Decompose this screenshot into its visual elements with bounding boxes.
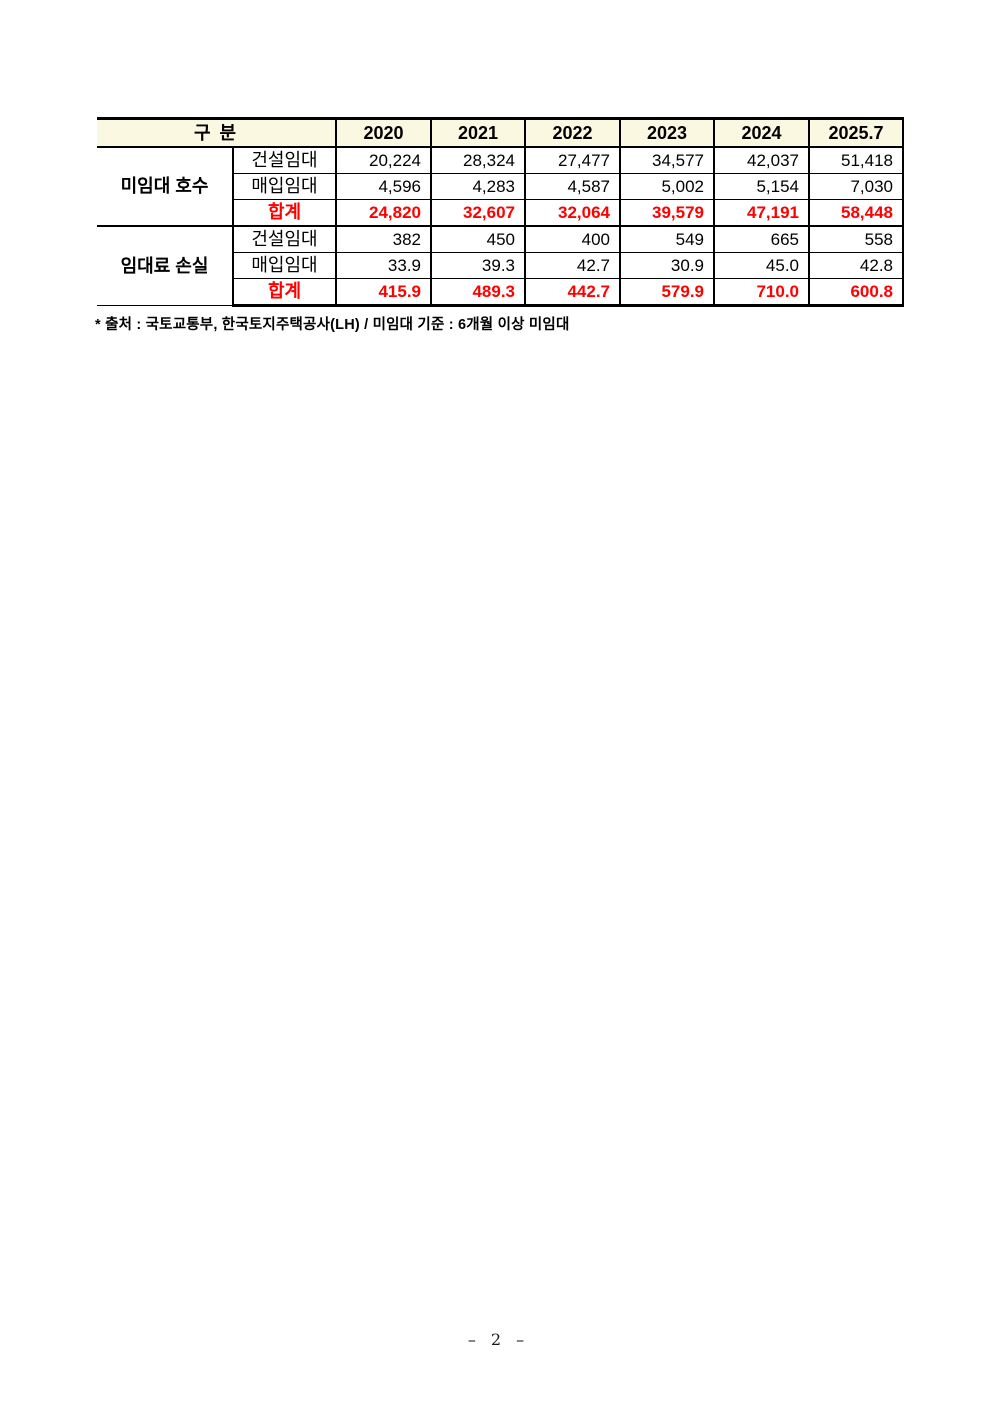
table-cell: 5,154 [713, 173, 810, 200]
table-cell: 400 [524, 225, 621, 253]
table-cell: 20,224 [335, 146, 432, 174]
table-cell: 665 [713, 225, 810, 253]
row-label: 매입임대 [232, 173, 337, 200]
table-cell: 450 [430, 225, 526, 253]
table-cell: 4,283 [430, 173, 526, 200]
table-cell: 32,607 [430, 199, 526, 227]
table-row: 매입임대 4,596 4,283 4,587 5,002 5,154 7,030 [97, 173, 904, 200]
table-cell: 549 [619, 225, 715, 253]
page-number: – 2 – [467, 1330, 525, 1349]
table-cell: 39,579 [619, 199, 715, 227]
column-header-2024: 2024 [713, 117, 810, 148]
table-cell: 4,596 [335, 173, 432, 200]
table-cell: 558 [808, 225, 904, 253]
table-cell: 47,191 [713, 199, 810, 227]
row-label-total: 합계 [232, 278, 337, 307]
column-header-category: 구 분 [97, 117, 337, 148]
table-cell: 489.3 [430, 278, 526, 307]
row-label: 매입임대 [232, 252, 337, 279]
row-label-total: 합계 [232, 199, 337, 227]
table-cell: 600.8 [808, 278, 904, 307]
table-cell: 442.7 [524, 278, 621, 307]
table-cell: 45.0 [713, 252, 810, 279]
table-total-row: 합계 24,820 32,607 32,064 39,579 47,191 58… [97, 199, 904, 227]
table-cell: 7,030 [808, 173, 904, 200]
table-cell: 34,577 [619, 146, 715, 174]
column-header-2022: 2022 [524, 117, 621, 148]
table-row: 미임대 호수 건설임대 20,224 28,324 27,477 34,577 … [97, 146, 904, 227]
group-label-unrented-units: 미임대 호수 [97, 146, 234, 227]
table-cell: 415.9 [335, 278, 432, 307]
table-cell: 39.3 [430, 252, 526, 279]
column-header-2023: 2023 [619, 117, 715, 148]
table-cell: 51,418 [808, 146, 904, 174]
table-cell: 710.0 [713, 278, 810, 307]
table-cell: 24,820 [335, 199, 432, 227]
table-cell: 42.7 [524, 252, 621, 279]
table-cell: 5,002 [619, 173, 715, 200]
table-cell: 32,064 [524, 199, 621, 227]
table-cell: 27,477 [524, 146, 621, 174]
table-cell: 30.9 [619, 252, 715, 279]
table-cell: 28,324 [430, 146, 526, 174]
source-footnote: * 출처 : 국토교통부, 한국토지주택공사(LH) / 미임대 기준 : 6개… [95, 316, 570, 333]
column-header-2025-7: 2025.7 [808, 117, 904, 148]
table-cell: 42,037 [713, 146, 810, 174]
table-cell: 42.8 [808, 252, 904, 279]
table-header-row: 구 분 2020 2021 2022 2023 2024 2025.7 [97, 117, 904, 148]
group-label-rent-loss: 임대료 손실 [97, 225, 234, 306]
column-header-2021: 2021 [430, 117, 526, 148]
table-total-row: 합계 415.9 489.3 442.7 579.9 710.0 600.8 [97, 278, 904, 307]
column-header-2020: 2020 [335, 117, 432, 148]
table-cell: 579.9 [619, 278, 715, 307]
row-label: 건설임대 [232, 146, 337, 174]
table-row: 임대료 손실 건설임대 382 450 400 549 665 558 [97, 225, 904, 306]
unrented-housing-table: 구 분 2020 2021 2022 2023 2024 2025.7 미임대 … [97, 117, 904, 307]
table-cell: 33.9 [335, 252, 432, 279]
row-label: 건설임대 [232, 225, 337, 253]
table-cell: 58,448 [808, 199, 904, 227]
table-cell: 382 [335, 225, 432, 253]
table-cell: 4,587 [524, 173, 621, 200]
table-row: 매입임대 33.9 39.3 42.7 30.9 45.0 42.8 [97, 252, 904, 279]
